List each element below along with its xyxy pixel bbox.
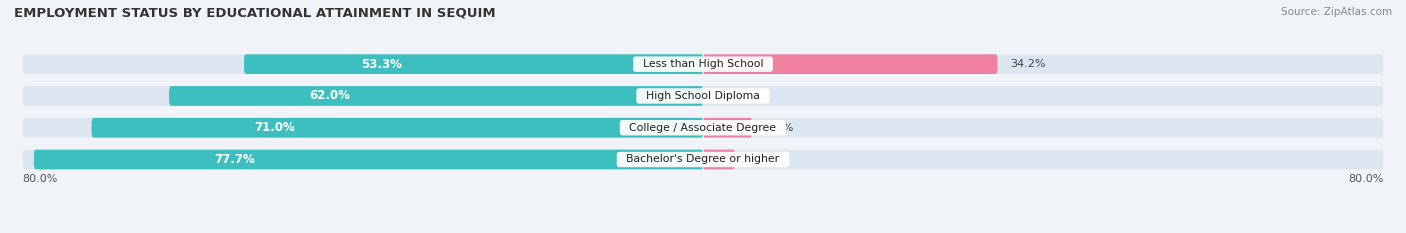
Text: Bachelor's Degree or higher: Bachelor's Degree or higher <box>620 154 786 164</box>
Text: Source: ZipAtlas.com: Source: ZipAtlas.com <box>1281 7 1392 17</box>
Text: 80.0%: 80.0% <box>1348 174 1384 184</box>
Text: Less than High School: Less than High School <box>636 59 770 69</box>
Text: 77.7%: 77.7% <box>214 153 254 166</box>
FancyBboxPatch shape <box>703 150 735 169</box>
FancyBboxPatch shape <box>703 118 752 137</box>
Text: 5.7%: 5.7% <box>765 123 793 133</box>
Text: EMPLOYMENT STATUS BY EDUCATIONAL ATTAINMENT IN SEQUIM: EMPLOYMENT STATUS BY EDUCATIONAL ATTAINM… <box>14 7 496 20</box>
Text: College / Associate Degree: College / Associate Degree <box>623 123 783 133</box>
FancyBboxPatch shape <box>22 150 1384 169</box>
Text: High School Diploma: High School Diploma <box>640 91 766 101</box>
Text: 0.0%: 0.0% <box>716 91 744 101</box>
Text: 34.2%: 34.2% <box>1011 59 1046 69</box>
FancyBboxPatch shape <box>91 118 703 137</box>
Text: 3.7%: 3.7% <box>748 154 776 164</box>
Text: 71.0%: 71.0% <box>254 121 295 134</box>
Legend: In Labor Force, Unemployed: In Labor Force, Unemployed <box>591 230 815 233</box>
Text: 80.0%: 80.0% <box>22 174 58 184</box>
FancyBboxPatch shape <box>169 86 703 106</box>
FancyBboxPatch shape <box>22 118 1384 137</box>
FancyBboxPatch shape <box>22 54 1384 74</box>
FancyBboxPatch shape <box>703 54 997 74</box>
FancyBboxPatch shape <box>22 86 1384 106</box>
FancyBboxPatch shape <box>245 54 703 74</box>
Text: 62.0%: 62.0% <box>309 89 350 103</box>
FancyBboxPatch shape <box>34 150 703 169</box>
Text: 53.3%: 53.3% <box>361 58 402 71</box>
